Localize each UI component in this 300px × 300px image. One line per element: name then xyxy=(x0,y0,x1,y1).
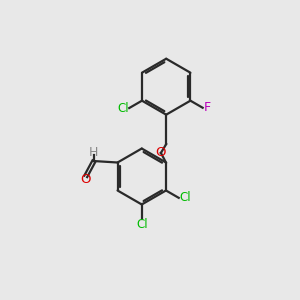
Text: F: F xyxy=(203,101,211,114)
Text: O: O xyxy=(156,146,166,159)
Text: Cl: Cl xyxy=(179,191,191,204)
Text: Cl: Cl xyxy=(117,102,129,115)
Text: Cl: Cl xyxy=(136,218,148,231)
Text: H: H xyxy=(88,146,98,159)
Text: O: O xyxy=(80,173,91,186)
